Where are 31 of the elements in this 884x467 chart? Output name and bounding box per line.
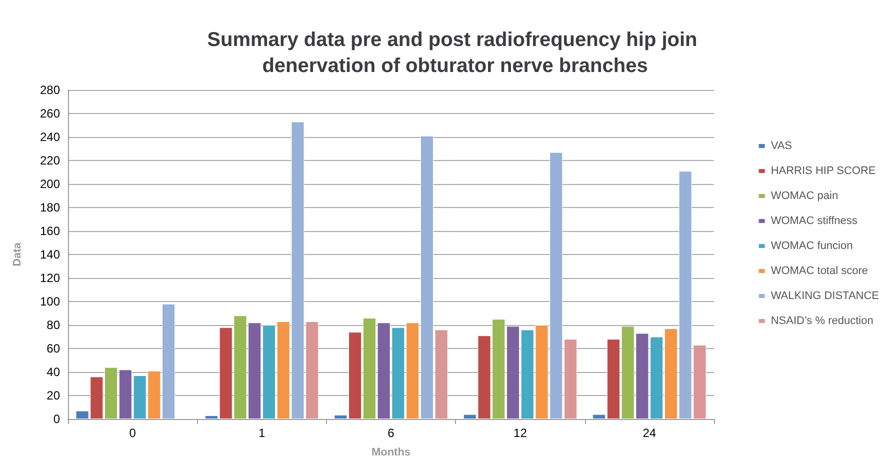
y-tick-label: 160 — [40, 224, 60, 238]
legend-label: VAS — [770, 140, 792, 152]
legend-label: WOMAC total score — [770, 265, 868, 277]
x-tick-label: 0 — [129, 426, 136, 440]
legend-label: WOMAC funcion — [770, 240, 853, 252]
y-tick-label: 120 — [40, 271, 60, 285]
x-tick-label: 6 — [388, 426, 395, 440]
x-tick-label: 12 — [514, 426, 528, 440]
y-tick-label: 20 — [46, 388, 60, 402]
y-tick-label: 40 — [46, 365, 60, 379]
legend-label: WALKING DISTANCE — [770, 290, 880, 302]
y-tick-label: 220 — [40, 154, 60, 168]
y-tick-label: 100 — [40, 294, 60, 308]
legend-label: NSAID’s % reduction — [770, 315, 874, 327]
chart-title: Summary data pre and post radiofrequency hip join denervation of obturator nerve branches — [207, 29, 703, 77]
legend-label: WOMAC stiffness — [770, 215, 858, 227]
y-tick-label: 0 — [53, 412, 60, 426]
legend-label: HARRIS HIP SCORE — [770, 165, 876, 177]
x-axis-title: Months — [371, 446, 411, 458]
x-tick-label: 1 — [258, 426, 266, 440]
y-tick-label: 200 — [40, 177, 60, 191]
y-tick-label: 80 — [46, 318, 60, 332]
y-tick-label: 180 — [40, 200, 60, 214]
y-tick-label: 280 — [40, 83, 60, 97]
y-axis-title: Data — [12, 242, 24, 266]
y-tick-label: 260 — [40, 106, 60, 120]
legend-label: WOMAC pain — [770, 190, 838, 202]
x-tick-label: 24 — [642, 426, 656, 440]
y-tick-label: 240 — [40, 130, 60, 144]
y-tick-label: 60 — [46, 342, 60, 356]
y-tick-label: 140 — [40, 248, 60, 262]
